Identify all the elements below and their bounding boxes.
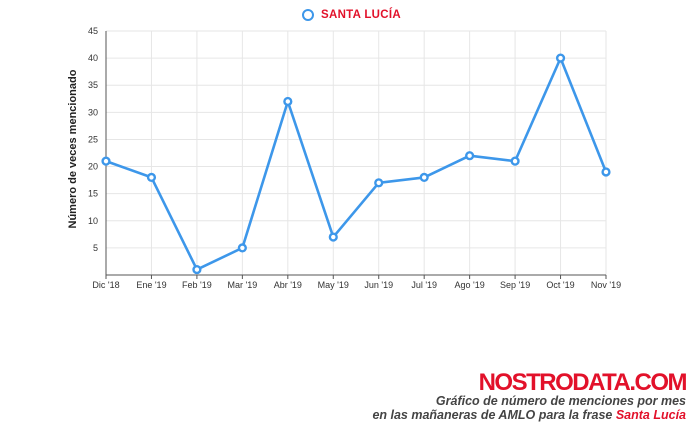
y-axis-label: Número de veces mencionado <box>67 69 79 229</box>
data-point <box>283 96 293 107</box>
data-point <box>555 53 566 63</box>
caption-highlight: Santa Lucía <box>615 408 686 422</box>
y-tick-label: 10 <box>88 216 98 226</box>
data-point <box>419 172 429 183</box>
y-tick-label: 35 <box>88 80 98 90</box>
data-point <box>374 178 384 188</box>
data-point <box>601 167 611 177</box>
x-tick-label: Jul '19 <box>411 280 437 290</box>
brand-logo: NOSTRODATA.COM <box>478 369 688 396</box>
data-point <box>237 243 247 253</box>
x-tick-label: Ene '19 <box>136 280 166 290</box>
x-tick-label: Nov '19 <box>591 280 621 290</box>
data-point <box>510 156 520 166</box>
data-point <box>146 172 157 183</box>
legend: SANTA LUCÍA <box>302 9 401 21</box>
legend-label: SANTA LUCÍA <box>321 9 401 21</box>
y-tick-label: 40 <box>88 53 98 63</box>
x-tick-label: Dic '18 <box>92 280 119 290</box>
y-tick-label: 30 <box>88 107 98 117</box>
x-tick-label: Feb '19 <box>182 280 212 290</box>
y-tick-label: 20 <box>88 162 98 172</box>
data-point <box>465 151 475 161</box>
caption-line-2: en las mañaneras de AMLO para la frase S… <box>372 408 686 422</box>
x-tick-label: Abr '19 <box>274 280 302 290</box>
x-tick-label: May '19 <box>318 280 349 290</box>
y-tick-label: 25 <box>88 134 98 144</box>
x-tick-label: Mar '19 <box>227 280 257 290</box>
caption-line-2-text: en las mañaneras de AMLO para la frase <box>372 408 616 422</box>
legend-marker-icon <box>302 9 314 21</box>
x-tick-label: Oct '19 <box>546 280 574 290</box>
data-point <box>192 264 202 275</box>
caption-line-1: Gráfico de número de menciones por mes <box>435 394 686 408</box>
x-tick-label: Ago '19 <box>455 280 485 290</box>
y-tick-label: 5 <box>93 243 98 253</box>
y-tick-label: 45 <box>88 26 98 36</box>
x-tick-label: Jun '19 <box>364 280 393 290</box>
data-point <box>101 156 111 166</box>
x-tick-label: Sep '19 <box>500 280 530 290</box>
data-point <box>328 232 338 242</box>
series-line <box>105 56 608 271</box>
y-tick-label: 15 <box>88 189 98 199</box>
branding: NOSTRODATA.COM Gráfico de número de menc… <box>372 369 688 423</box>
